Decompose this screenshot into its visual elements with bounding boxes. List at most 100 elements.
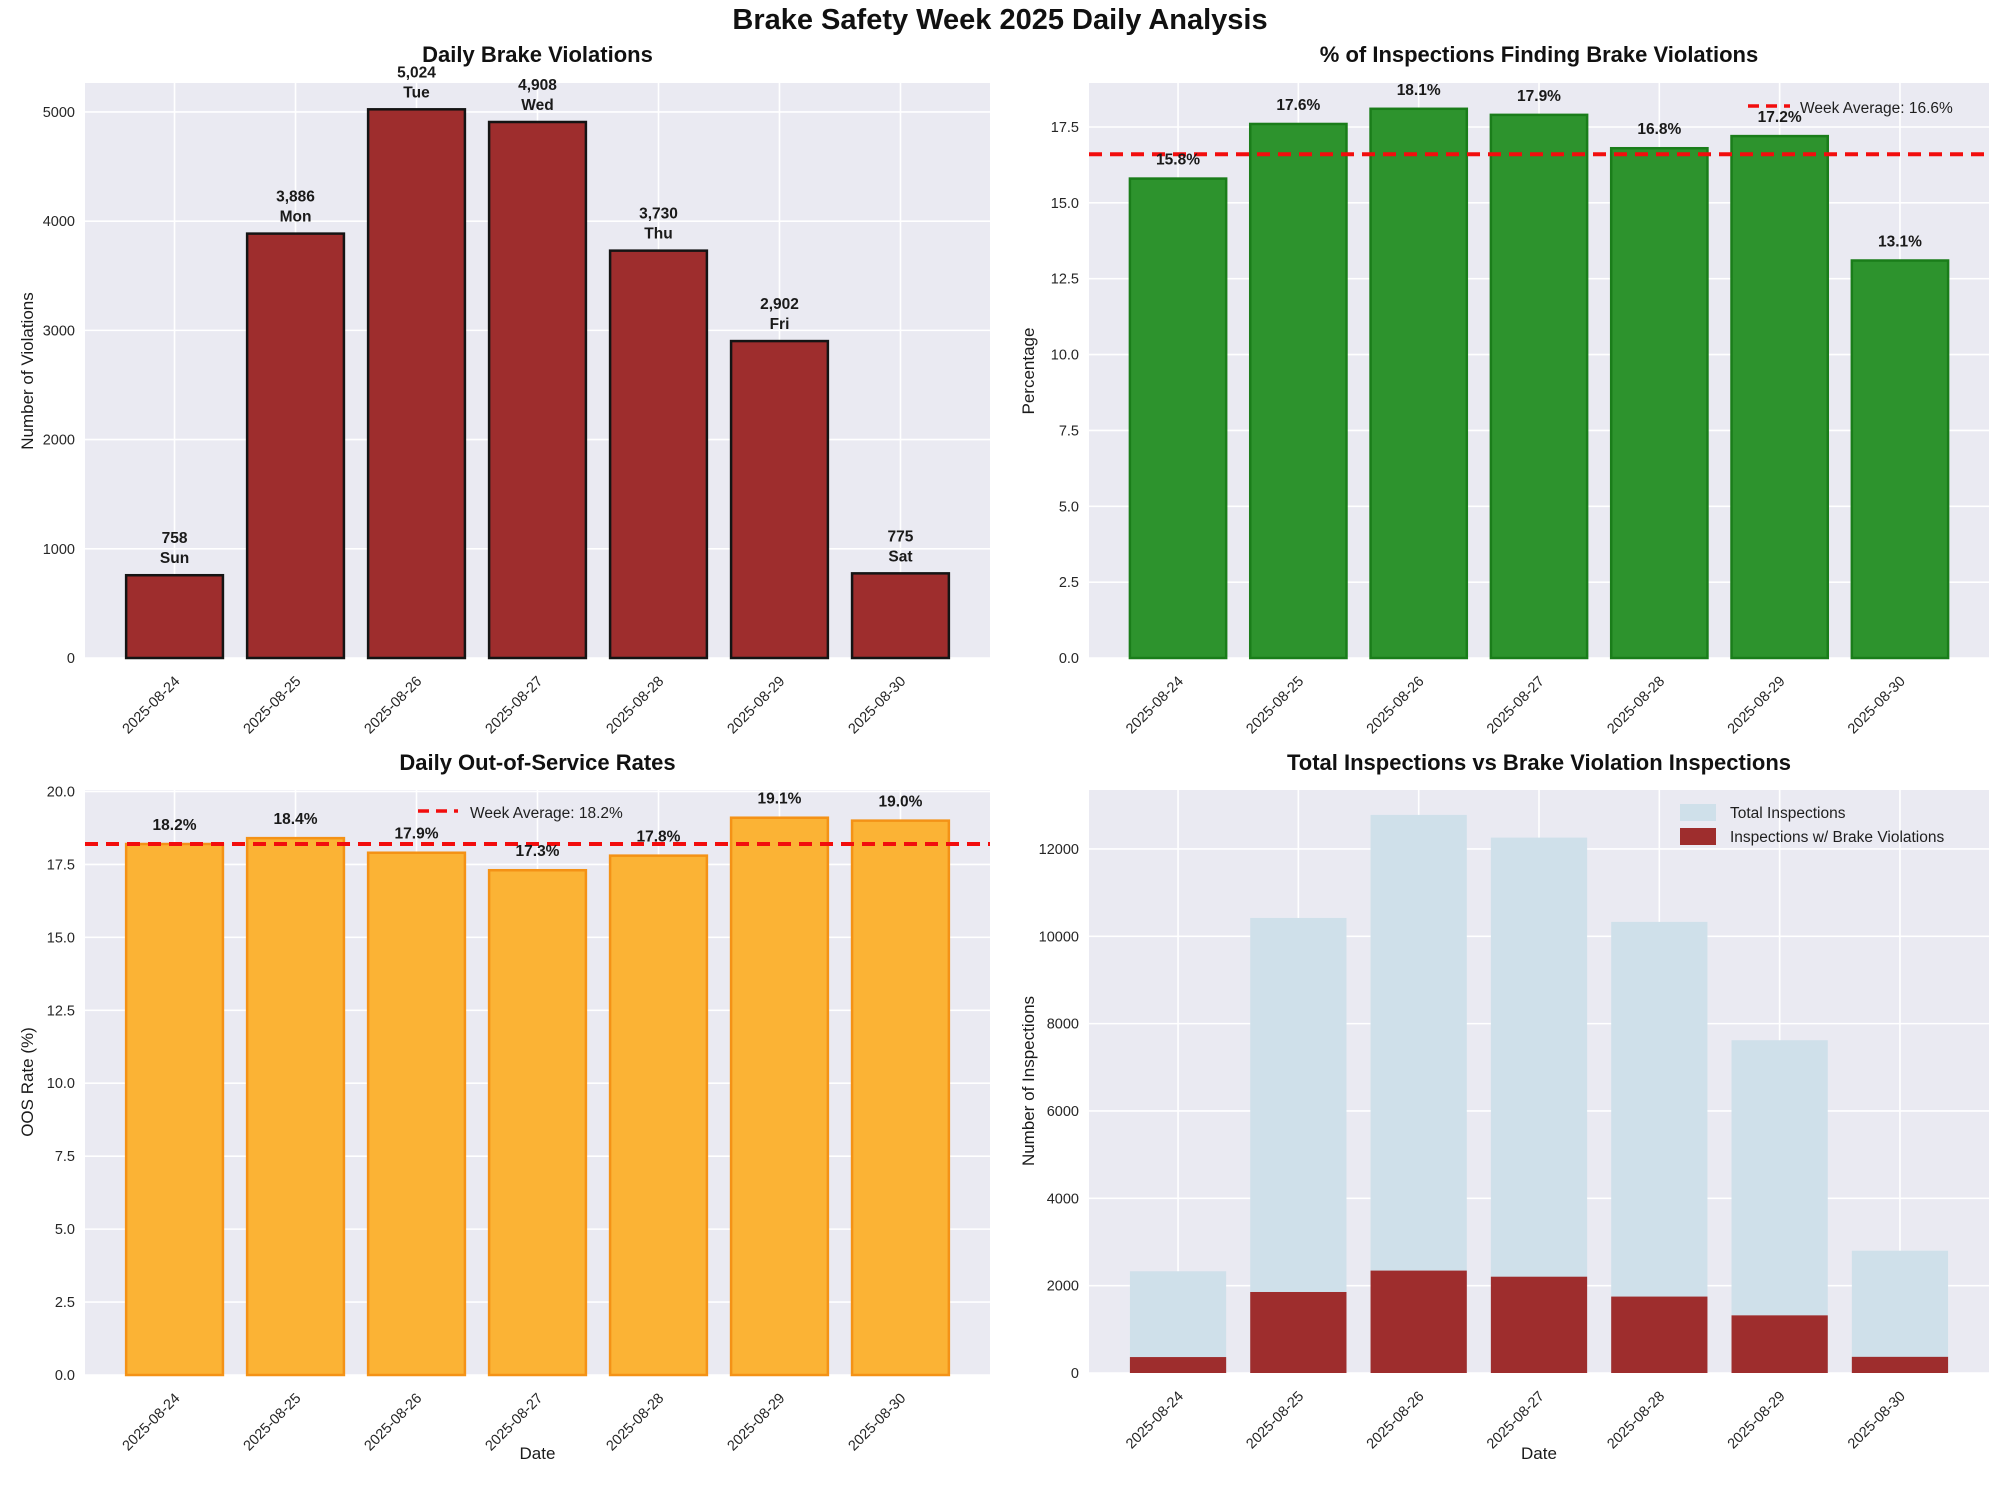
x-tick-label: 2025-08-29 (1725, 674, 1789, 738)
bar-value-labels: 758 Sun 3,886 Mon 5,024 Tue 4,908 Wed 3,730 Thu 2,… (160, 64, 914, 567)
x-tick-label: 2025-08-25 (241, 674, 305, 738)
y-tick-labels: 0 1000 2000 3000 4000 5000 (43, 105, 75, 667)
bar-value-labels: 18.2% 18.4% 17.9% 17.3% 17.8% 19.1% 19.0% (153, 791, 923, 861)
x-tick-labels: 2025-08-24 2025-08-25 2025-08-26 2025-08-27… (1123, 1389, 1909, 1453)
x-tick-label: 2025-08-27 (483, 674, 547, 738)
x-tick-label: 2025-08-24 (1123, 674, 1187, 738)
x-tick-label: 2025-08-25 (1243, 1389, 1307, 1453)
y-tick-label: 2.5 (1059, 575, 1079, 591)
y-tick-label: 15.0 (47, 930, 75, 946)
x-tick-labels: 2025-08-24 2025-08-25 2025-08-26 2025-08-27… (120, 1391, 910, 1455)
bar-series (124, 108, 951, 660)
bar (124, 573, 225, 660)
chart-pct-inspections-brake-violations: 15.8% 17.6% 18.1% 17.9% 16.8% 17.2% 13.1% 0.0 2.… (1051, 82, 1989, 737)
x-tick-label: 2025-08-30 (1845, 674, 1909, 738)
legend-label: Week Average: 18.2% (470, 805, 623, 822)
legend-label: Inspections w/ Brake Violations (1730, 829, 1944, 846)
bar-value-label: 16.8% (1637, 121, 1681, 138)
x-tick-label: 2025-08-30 (846, 1391, 910, 1455)
bar-series (1128, 107, 1950, 660)
x-tick-label: 2025-08-29 (725, 1391, 789, 1455)
bar (487, 120, 588, 660)
x-axis-label-date-left: Date (519, 1444, 556, 1463)
y-tick-label: 0 (67, 651, 75, 667)
y-tick-labels: 0 2000 4000 6000 8000 10000 12000 (1039, 842, 1079, 1382)
y-tick-label: 0.0 (1059, 651, 1079, 667)
y-tick-label: 4000 (43, 214, 75, 230)
y-tick-label: 12.5 (47, 1003, 75, 1019)
bar-value-label: 758 Sun (160, 530, 189, 567)
y-tick-label: 17.5 (47, 857, 75, 873)
bar-value-label: 18.2% (153, 817, 197, 834)
bar-value-label: 17.3% (516, 843, 560, 860)
bar (1731, 1315, 1828, 1373)
legend-label: Week Average: 16.6% (1800, 100, 1953, 117)
bar-value-label: 13.1% (1878, 234, 1922, 251)
bar-series (124, 816, 951, 1377)
y-tick-label: 20.0 (47, 784, 75, 800)
bar (1490, 1276, 1588, 1373)
x-tick-label: 2025-08-27 (1484, 674, 1548, 738)
x-tick-label: 2025-08-24 (120, 674, 184, 738)
page-title: Brake Safety Week 2025 Daily Analysis (732, 4, 1268, 36)
bar-value-label: 3,886 Mon (276, 189, 315, 226)
bar (1370, 1270, 1467, 1373)
bar (729, 339, 830, 660)
y-tick-label: 2000 (43, 433, 75, 449)
y-tick-label: 5.0 (1059, 499, 1079, 515)
x-tick-label: 2025-08-30 (1845, 1389, 1909, 1453)
y-tick-label: 10.0 (47, 1076, 75, 1092)
bar-value-label: 17.9% (395, 826, 439, 843)
x-axis-label-date-right: Date (1521, 1444, 1557, 1463)
y-tick-label: 0 (1071, 1366, 1079, 1382)
bar-value-label: 18.4% (274, 811, 318, 828)
bar-value-label: 17.6% (1276, 97, 1320, 114)
x-tick-label: 2025-08-24 (120, 1391, 184, 1455)
y-tick-label: 5000 (43, 105, 75, 121)
y-tick-label: 15.0 (1051, 196, 1079, 212)
y-tick-label: 5.0 (55, 1222, 75, 1238)
bar (366, 851, 467, 1377)
bar (1129, 1357, 1227, 1373)
legend: Total Inspections Inspections w/ Brake Vi… (1680, 804, 1944, 846)
x-tick-label: 2025-08-26 (362, 1391, 426, 1455)
x-tick-label: 2025-08-28 (604, 674, 668, 738)
y-tick-label: 10000 (1039, 929, 1079, 945)
bar (1851, 1250, 1949, 1373)
y-tick-label: 10.0 (1051, 348, 1079, 364)
bar (1851, 1356, 1949, 1373)
bar-value-label: 17.9% (1517, 88, 1561, 105)
x-tick-label: 2025-08-25 (241, 1391, 305, 1455)
bar (1250, 1291, 1347, 1373)
bar (608, 249, 709, 660)
y-tick-label: 17.5 (1051, 120, 1079, 136)
bar-value-label: 18.1% (1397, 82, 1441, 99)
bar-value-label: 775 Sat (888, 528, 914, 565)
bar-value-label: 2,902 Fri (760, 296, 799, 333)
x-tick-label: 2025-08-30 (846, 674, 910, 738)
y-tick-labels: 0.0 2.5 5.0 7.5 10.0 12.5 15.0 17.5 20.0 (47, 784, 75, 1384)
bar (366, 108, 467, 660)
bar (1129, 1271, 1227, 1373)
y-tick-label: 2.5 (55, 1295, 75, 1311)
x-tick-label: 2025-08-26 (1364, 674, 1428, 738)
x-tick-labels: 2025-08-24 2025-08-25 2025-08-26 2025-08-27… (120, 674, 910, 738)
bar (245, 232, 346, 660)
bar-value-label: 5,024 Tue (397, 64, 436, 101)
bar (1611, 1296, 1708, 1373)
chart-title-pct-inspections: % of Inspections Finding Brake Violation… (1319, 42, 1759, 67)
bar (1730, 134, 1830, 660)
legend: Week Average: 16.6% (1748, 100, 1953, 117)
bar-value-label: 4,908 Wed (518, 77, 557, 114)
y-tick-label: 2000 (1047, 1279, 1079, 1295)
bar-value-label: 19.0% (878, 794, 922, 811)
bar (487, 868, 588, 1377)
bar (1609, 146, 1709, 660)
bar (608, 854, 709, 1377)
legend: Week Average: 18.2% (418, 805, 623, 822)
y-tick-label: 6000 (1047, 1104, 1079, 1120)
x-tick-label: 2025-08-28 (1604, 1389, 1668, 1453)
bar (1128, 177, 1228, 660)
bar-value-labels: 15.8% 17.6% 18.1% 17.9% 16.8% 17.2% 13.1% (1156, 82, 1922, 251)
